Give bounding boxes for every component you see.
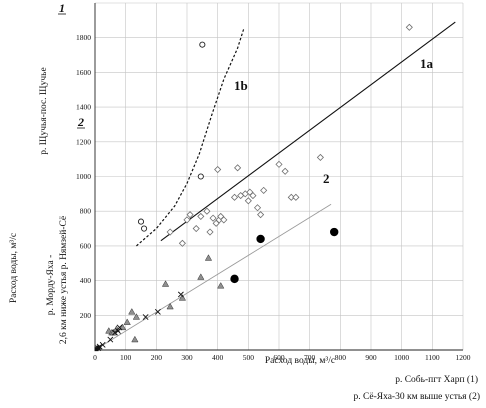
x-tick-label: 1200 bbox=[456, 353, 471, 362]
y-tick-label: 1000 bbox=[76, 172, 91, 181]
data-point-cross bbox=[107, 336, 114, 343]
data-point-diamond bbox=[186, 211, 194, 219]
chart-tick-labels: 0 100 200 300 400 500 600 700 800 900 1000 1100 1200… bbox=[76, 33, 471, 362]
trend-line-2 bbox=[94, 203, 332, 351]
data-point-diamond bbox=[203, 207, 211, 215]
data-point-diamond bbox=[281, 167, 289, 175]
data-point-diamond bbox=[192, 224, 200, 233]
y-tick-label: 1400 bbox=[76, 103, 91, 112]
data-point-diamond bbox=[257, 211, 265, 219]
data-point-circle-filled bbox=[256, 234, 265, 244]
annotation-2: 2 bbox=[323, 171, 330, 186]
data-point-diamond bbox=[249, 192, 257, 200]
data-point-diamond bbox=[234, 164, 242, 172]
data-point-diamond bbox=[316, 153, 324, 161]
data-point-diamond bbox=[206, 228, 214, 236]
x-tick-label: 300 bbox=[181, 353, 193, 362]
data-point-diamond bbox=[166, 228, 174, 236]
data-point-triangle bbox=[217, 281, 225, 289]
data-point-triangle bbox=[128, 308, 136, 315]
chart-axes bbox=[94, 3, 463, 351]
y-tick-label: 1800 bbox=[76, 33, 91, 42]
y-tick-label: 800 bbox=[80, 207, 92, 216]
data-point-diamond bbox=[178, 239, 186, 247]
chart-grid bbox=[95, 2, 464, 350]
x-tick-label: 800 bbox=[335, 353, 347, 362]
data-point-circle-open bbox=[141, 225, 148, 232]
data-point-circle-open bbox=[197, 173, 204, 180]
data-point-triangle bbox=[123, 318, 131, 325]
annotation-1a: 1a bbox=[420, 56, 434, 71]
x-tick-label: 1000 bbox=[394, 353, 409, 362]
x-tick-label: 200 bbox=[151, 353, 163, 362]
y-tick-label: 200 bbox=[80, 311, 92, 320]
data-point-diamond bbox=[292, 193, 300, 201]
x-tick-label: 600 bbox=[273, 353, 285, 362]
data-point-triangle bbox=[166, 302, 174, 310]
x-tick-label: 900 bbox=[365, 353, 377, 362]
y-tick-label: 600 bbox=[80, 241, 92, 250]
data-point-circle-filled bbox=[230, 274, 239, 284]
data-point-square bbox=[96, 345, 101, 350]
legend-1: р. Собь-пгт Харп (1) bbox=[395, 374, 478, 385]
data-point-triangle bbox=[131, 335, 139, 343]
y-axis-label-top: р. Щучья-пос. Щучье bbox=[39, 67, 49, 154]
axis-mark-1: 1 bbox=[59, 1, 65, 15]
legend-2: р. Сё-Яха-30 км выше устья (2) bbox=[354, 391, 480, 402]
data-point-diamond bbox=[214, 165, 222, 174]
data-point-diamond bbox=[244, 197, 252, 205]
data-point-diamond bbox=[405, 23, 413, 31]
data-point-cross bbox=[177, 291, 184, 298]
data-point-circle-open bbox=[137, 218, 145, 225]
x-tick-label: 100 bbox=[120, 353, 132, 362]
data-point-cross bbox=[112, 329, 118, 336]
x-axis-label: Расход воды, м³/с bbox=[265, 356, 335, 366]
data-point-triangle bbox=[178, 294, 187, 301]
data-point-triangle bbox=[132, 313, 141, 320]
data-point-square bbox=[94, 347, 99, 352]
data-point-diamond bbox=[253, 204, 262, 212]
y-axis-label-bottom-line1: р. Мордy-Яха - bbox=[46, 255, 56, 316]
x-tick-label: 400 bbox=[212, 353, 224, 362]
data-point-circle-filled bbox=[330, 227, 339, 237]
data-point-diamond bbox=[197, 212, 205, 220]
data-point-cross bbox=[99, 341, 106, 348]
x-tick-label: 1100 bbox=[425, 353, 440, 362]
annotation-1b: 1b bbox=[234, 78, 248, 93]
data-point-triangle bbox=[204, 254, 213, 261]
data-point-triangle bbox=[197, 273, 205, 280]
x-tick-label: 0 bbox=[93, 353, 97, 362]
data-point-cross bbox=[115, 327, 121, 334]
data-point-triangle bbox=[161, 280, 170, 287]
data-point-cross bbox=[154, 308, 161, 315]
data-point-cross bbox=[142, 314, 149, 320]
chart-points bbox=[94, 23, 413, 352]
x-tick-label: 500 bbox=[243, 353, 255, 362]
y-axis-label-outer: Расход воды, м³/с bbox=[9, 233, 19, 303]
y-tick-label: 400 bbox=[80, 276, 92, 285]
data-point-diamond bbox=[287, 193, 295, 201]
axis-mark-2: 2 bbox=[77, 115, 84, 129]
y-tick-label: 1600 bbox=[76, 68, 91, 77]
data-point-diamond bbox=[230, 193, 239, 201]
data-point-diamond bbox=[275, 160, 283, 168]
trend-line-1b bbox=[136, 28, 245, 247]
data-point-diamond bbox=[220, 216, 228, 224]
x-tick-label: 700 bbox=[304, 353, 316, 362]
data-point-cross bbox=[116, 324, 123, 331]
chart-lines bbox=[94, 21, 456, 351]
data-point-diamond bbox=[209, 214, 217, 222]
trend-line-1a bbox=[160, 21, 456, 242]
y-axis-label-bottom-line2: 2,6 км ниже устья р. Нямзей-Сё bbox=[58, 216, 69, 344]
y-tick-label: 1200 bbox=[76, 137, 91, 146]
data-point-diamond bbox=[260, 186, 268, 194]
data-point-circle-open bbox=[199, 41, 206, 48]
data-point-diamond bbox=[183, 216, 191, 224]
